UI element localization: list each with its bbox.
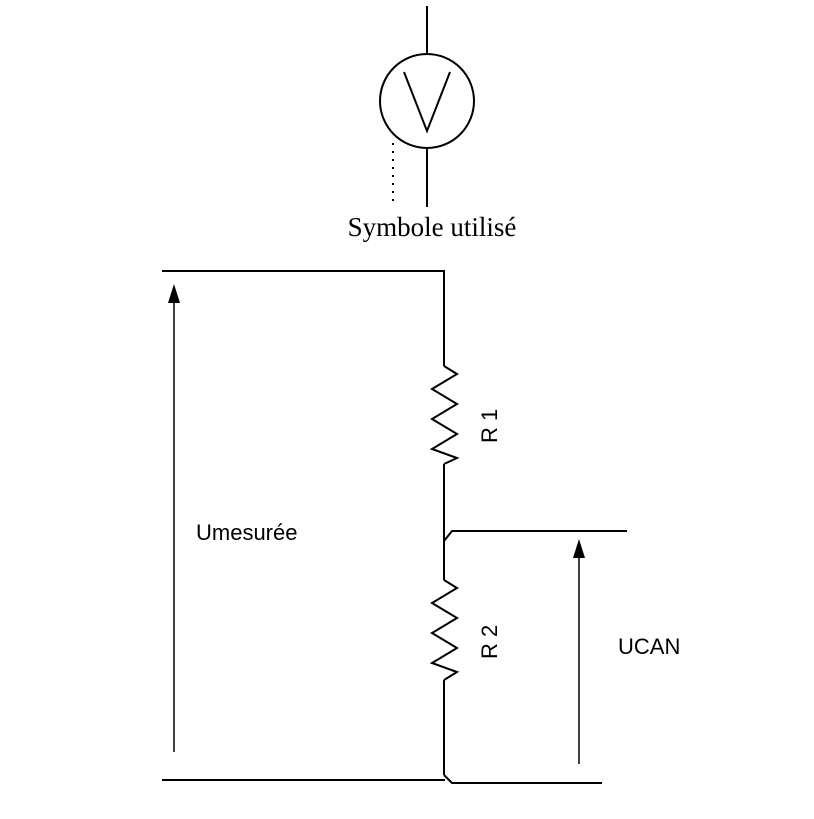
circuit — [162, 270, 627, 784]
u-can-arrow — [573, 539, 585, 764]
u-measured-arrow — [168, 284, 180, 752]
tap-wire — [443, 530, 627, 542]
voltmeter-v-glyph — [403, 71, 451, 134]
voltmeter-icon — [379, 53, 475, 149]
symbol-caption: Symbole utilisé — [348, 212, 517, 242]
bottom-wire-right — [443, 774, 602, 784]
u-can-arrowhead — [573, 539, 585, 558]
r2-label: R 2 — [477, 625, 502, 659]
resistor-r1 — [429, 365, 460, 465]
voltmeter-symbol — [379, 6, 475, 207]
r1-label: R 1 — [477, 409, 502, 443]
resistor-r2 — [429, 579, 460, 681]
u-measured-label: Umesurée — [196, 520, 297, 545]
u-can-label: UCAN — [618, 634, 680, 659]
u-measured-arrowhead — [168, 284, 180, 303]
